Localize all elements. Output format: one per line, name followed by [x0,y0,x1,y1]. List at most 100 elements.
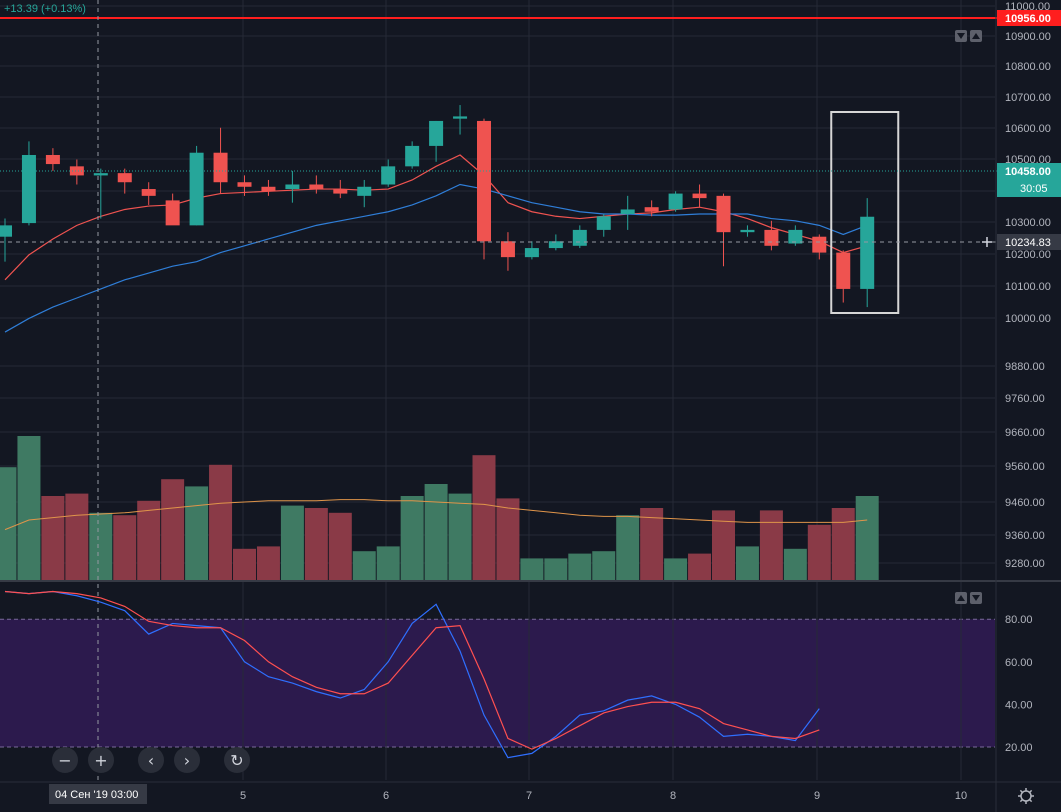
volume-bar [783,548,807,580]
minus-icon: − [58,750,72,770]
candle-body [524,248,539,258]
time-tick-label: 10 [955,790,967,802]
scroll-right-button[interactable]: › [174,747,200,773]
price-tick-label: 10100.00 [1005,281,1051,293]
oscillator-tick-label: 80.00 [1005,614,1033,626]
stoch-d-line [4,590,820,750]
crosshair-time-tag [49,784,147,804]
volume-bar [233,548,256,580]
volume-bar [424,484,448,580]
gear-icon[interactable] [1018,788,1034,804]
time-tick-label: 6 [383,790,389,802]
volume-bar [759,510,783,580]
price-tick-label: 10800.00 [1005,61,1051,73]
zoom-in-button[interactable]: + [88,747,114,773]
volume-ma-line [4,499,868,531]
time-tick-label: 9 [814,790,820,802]
crosshair-price-label: 10234.83 [1005,237,1051,249]
volume-bar [664,558,688,580]
price-tick-label: 9460.00 [1005,497,1045,509]
candle-body [860,216,875,289]
countdown-label: 30:05 [1020,183,1048,195]
oscillator-tick-label: 40.00 [1005,699,1033,711]
last-price-label: 10458.00 [1005,166,1051,178]
volume-bar [807,524,831,580]
volume-bar [855,496,879,580]
candle-body [836,252,851,289]
candle-body [45,154,60,165]
pane-collapse-button[interactable] [955,30,967,42]
volume-bar [280,505,304,580]
time-tick-label: 8 [670,790,676,802]
price-tick-label: 10300.00 [1005,217,1051,229]
candle-body [500,241,515,258]
price-tick-label: 9560.00 [1005,461,1045,473]
volume-bar [376,546,400,580]
crosshair-price-tag [997,234,1061,250]
volume-bar [65,493,89,580]
price-tick-label: 10000.00 [1005,313,1051,325]
volume-bar [735,546,759,580]
candle-body [596,216,611,230]
candle-body [309,184,324,190]
price-tick-label: 9880.00 [1005,361,1045,373]
price-tick-label: 10900.00 [1005,31,1051,43]
alert-price-tag [997,10,1061,26]
reset-icon: ↻ [230,750,244,770]
gear-tooth [1019,799,1023,803]
candle-body [620,209,635,215]
pane-expand-button[interactable] [970,30,982,42]
candle-body [93,173,108,176]
volume-bar [496,498,520,580]
candle-body [165,200,180,226]
volume-bar [640,508,664,580]
candle-body [285,184,300,190]
stoch-k-line [4,590,820,759]
volume-bar [688,553,712,580]
price-tick-label: 9280.00 [1005,558,1045,570]
chevron-left-icon: ‹ [147,750,155,770]
volume-bar [256,546,280,580]
volume-bar [161,479,185,580]
chevron-down-icon [972,595,980,601]
scroll-left-button[interactable]: ‹ [138,747,164,773]
volume-bar [328,512,352,580]
oscillator-expand-button[interactable] [955,592,967,604]
price-tick-label: 9660.00 [1005,427,1045,439]
volume-bar [113,515,137,580]
highlight-box [830,111,900,314]
volume-bar [400,496,424,580]
chevron-right-icon: › [183,750,191,770]
candle-body [261,186,276,192]
zoom-out-button[interactable]: − [52,747,78,773]
volume-bar [616,515,640,580]
candle-body [429,120,444,146]
candle-body [477,120,491,242]
candle-body [141,189,156,196]
candle-body [740,229,755,233]
volume-bar [137,500,161,580]
reset-chart-button[interactable]: ↻ [224,747,250,773]
volume-bar [304,508,328,580]
oscillator-collapse-button[interactable] [970,592,982,604]
candle-body [668,193,683,210]
gear-tooth [1019,789,1023,793]
candle-body [453,116,468,119]
time-tick-label: 5 [240,790,246,802]
oscillator-band [0,619,995,747]
volume-bar [448,493,472,580]
candle-body [333,189,348,194]
volume-bar [209,464,233,580]
gear-tooth [1029,799,1033,803]
gear-tooth [1029,789,1033,793]
volume-bar [520,558,544,580]
candle-body [812,236,827,253]
candle-body [0,225,12,237]
candle-body [764,229,779,246]
last-price-tag [997,163,1061,197]
time-tick-label: 7 [526,790,532,802]
oscillator-tick-label: 20.00 [1005,742,1033,754]
candle-body [692,193,707,199]
